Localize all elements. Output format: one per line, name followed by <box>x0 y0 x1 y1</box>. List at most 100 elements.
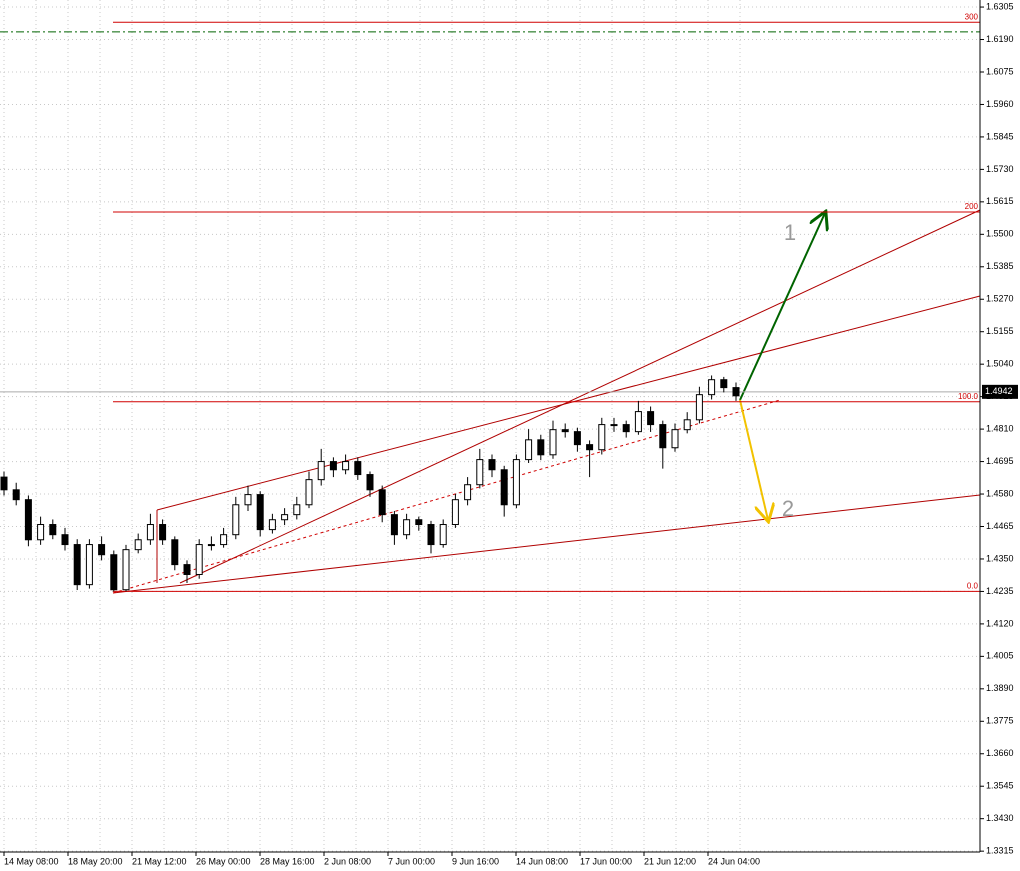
candle-body <box>720 379 728 389</box>
candle-body <box>732 387 740 397</box>
trend-line <box>112 399 781 594</box>
y-tick-label: 1.4810 <box>986 423 1014 433</box>
y-tick-label: 1.6190 <box>986 34 1014 44</box>
annotation: 1 <box>784 220 796 245</box>
y-tick-label: 1.6305 <box>986 1 1014 11</box>
x-tick-label: 14 May 08:00 <box>4 856 59 866</box>
candle-body <box>586 444 594 451</box>
candle-body <box>647 411 655 426</box>
candles <box>0 375 740 592</box>
candle-body <box>390 514 398 536</box>
y-tick-label: 1.5155 <box>986 326 1014 336</box>
candle-body <box>49 524 57 536</box>
candle-body <box>622 424 630 433</box>
candle-body <box>195 544 203 575</box>
candle-body <box>683 419 691 431</box>
candle-body <box>134 539 142 551</box>
y-tick-label: 1.3430 <box>986 813 1014 823</box>
candle-body <box>537 439 545 456</box>
candle-body <box>37 524 45 541</box>
y-tick-label: 1.4235 <box>986 586 1014 596</box>
candle-body <box>110 554 118 591</box>
x-tick-label: 28 May 16:00 <box>260 856 315 866</box>
y-tick-label: 1.4350 <box>986 553 1014 563</box>
y-tick-label: 1.4120 <box>986 618 1014 628</box>
y-tick-label: 1.5270 <box>986 294 1014 304</box>
candle-body <box>317 461 325 481</box>
trend-line <box>112 494 981 594</box>
y-tick-label: 1.4005 <box>986 651 1014 661</box>
fib-label: 0.0 <box>967 582 979 591</box>
y-tick-label: 1.5960 <box>986 99 1014 109</box>
candle-body <box>451 499 459 526</box>
y-tick-label: 1.3315 <box>986 846 1014 856</box>
candle-body <box>512 459 520 506</box>
y-tick-label: 1.4580 <box>986 488 1014 498</box>
candle-body <box>73 544 81 586</box>
arrow <box>739 213 825 401</box>
candle-body <box>439 524 447 546</box>
candle-body <box>500 469 508 506</box>
candle-body <box>549 429 557 456</box>
candle-body <box>293 504 301 516</box>
candle-body <box>0 476 8 491</box>
grid <box>0 0 980 852</box>
y-tick-label: 1.5040 <box>986 359 1014 369</box>
drawings: 1 2 0.0 100.0 200 300 <box>0 12 981 594</box>
y-tick-label: 1.3775 <box>986 716 1014 726</box>
candle-body <box>146 524 154 541</box>
candle-body <box>695 394 703 421</box>
y-tick-label: 1.4465 <box>986 521 1014 531</box>
y-tick-label: 1.3545 <box>986 781 1014 791</box>
annotation: 2 <box>782 496 794 521</box>
x-tick-label: 14 Jun 08:00 <box>516 856 568 866</box>
fib-label: 300 <box>965 12 979 21</box>
y-tick-label: 1.6075 <box>986 66 1014 76</box>
candle-body <box>476 459 484 486</box>
candle-body <box>281 514 289 521</box>
candle-body <box>488 459 496 471</box>
candle-body <box>61 534 69 546</box>
plot-area <box>0 0 980 852</box>
candle-body <box>220 534 228 546</box>
candle-body <box>525 439 533 461</box>
candle-body <box>256 494 264 531</box>
x-tick-label: 21 May 12:00 <box>132 856 187 866</box>
candle-body <box>159 524 167 541</box>
trend-line <box>156 295 981 511</box>
candle-body <box>268 519 276 531</box>
y-tick-label: 1.5845 <box>986 131 1014 141</box>
candle-body <box>378 489 386 516</box>
candle-body <box>98 544 106 556</box>
candle-body <box>561 429 569 433</box>
y-tick-label: 1.5730 <box>986 164 1014 174</box>
candle-body <box>598 424 606 451</box>
candle-body <box>671 429 679 449</box>
candle-body <box>183 564 191 575</box>
price-label: 1.4942 <box>985 386 1013 396</box>
candle-body <box>610 424 618 427</box>
candle-body <box>305 479 313 506</box>
candle-body <box>171 539 179 566</box>
candle-body <box>244 494 252 506</box>
x-tick-label: 21 Jun 12:00 <box>644 856 696 866</box>
x-tick-label: 24 Jun 04:00 <box>708 856 760 866</box>
candle-body <box>573 431 581 446</box>
x-tick-label: 7 Jun 00:00 <box>388 856 435 866</box>
candle-body <box>232 504 240 536</box>
candle-body <box>329 461 337 471</box>
candle-body <box>427 524 435 546</box>
price-box <box>982 384 1018 399</box>
fib-label: 100.0 <box>958 392 979 401</box>
candle-body <box>207 544 215 547</box>
candle-body <box>464 484 472 501</box>
y-tick-label: 1.5615 <box>986 196 1014 206</box>
x-tick-label: 17 Jun 00:00 <box>580 856 632 866</box>
candle-body <box>659 424 667 449</box>
candle-body <box>354 461 362 476</box>
candle-body <box>24 499 32 541</box>
y-tick-label: 1.5500 <box>986 229 1014 239</box>
x-tick-label: 2 Jun 08:00 <box>324 856 371 866</box>
candle-body <box>415 519 423 526</box>
